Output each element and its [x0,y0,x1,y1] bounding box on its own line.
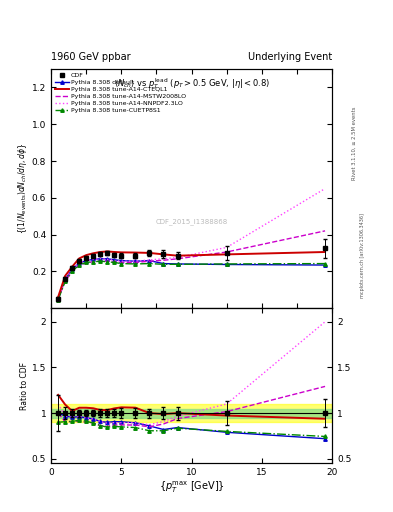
Text: mcplots.cern.ch [arXiv:1306.3436]: mcplots.cern.ch [arXiv:1306.3436] [360,214,365,298]
Text: Rivet 3.1.10, ≥ 2.5M events: Rivet 3.1.10, ≥ 2.5M events [352,106,357,180]
Text: $\langle N_{ch}\rangle$ vs $p_T^{\rm lead}$ ($p_T > 0.5$ GeV, $|\eta| < 0.8$): $\langle N_{ch}\rangle$ vs $p_T^{\rm lea… [114,76,270,91]
Text: Underlying Event: Underlying Event [248,52,332,62]
Text: CDF_2015_I1388868: CDF_2015_I1388868 [156,219,228,225]
Y-axis label: $\{(1/N_{\rm events}) dN_{ch}/d\eta, d\phi\}$: $\{(1/N_{\rm events}) dN_{ch}/d\eta, d\p… [16,143,29,234]
Legend: CDF, Pythia 8.308 default, Pythia 8.308 tune-A14-CTEQL1, Pythia 8.308 tune-A14-M: CDF, Pythia 8.308 default, Pythia 8.308 … [53,72,187,114]
Text: 1960 GeV ppbar: 1960 GeV ppbar [51,52,131,62]
Bar [51,409,332,418]
Y-axis label: Ratio to CDF: Ratio to CDF [20,361,29,410]
X-axis label: $\{p_T^{\rm max}$ [GeV]$\}$: $\{p_T^{\rm max}$ [GeV]$\}$ [159,480,224,496]
Bar [51,404,332,422]
